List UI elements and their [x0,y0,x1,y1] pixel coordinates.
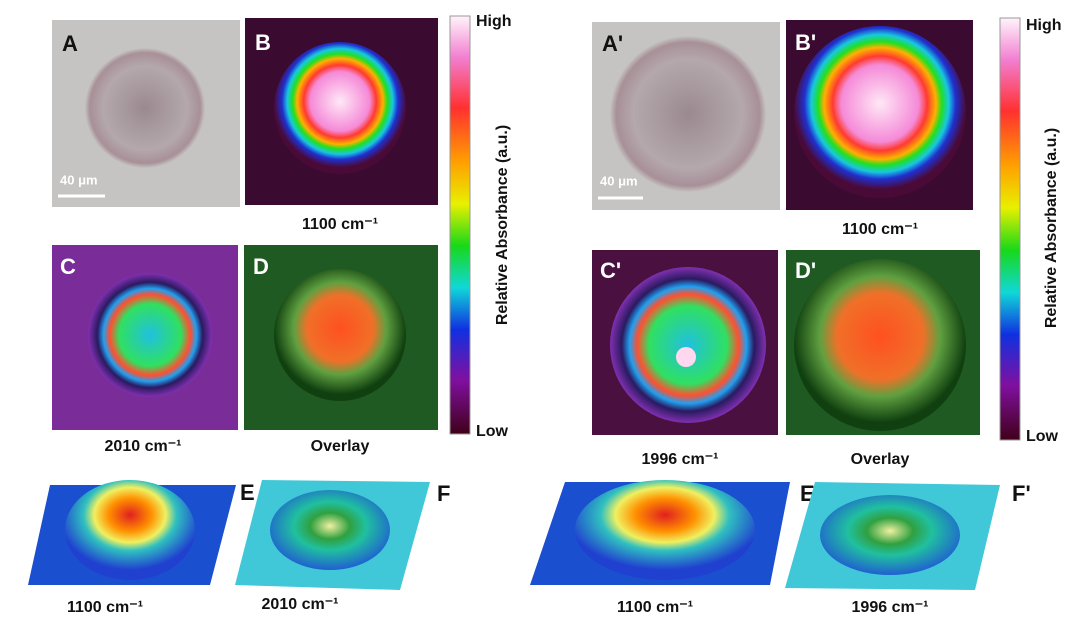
panel-label: E [240,480,255,505]
panel-label: D [253,254,269,279]
colorbar-high: High [476,13,512,30]
caption: 1100 cm⁻¹ [617,599,693,616]
caption: 1100 cm⁻¹ [842,221,918,238]
colorbar [450,16,470,434]
surface [65,480,195,580]
cell [85,48,205,168]
panel-label: A' [602,31,623,56]
colorbar-title: Relative Absorbance (a.u.) [494,125,511,325]
heatmap [610,267,766,423]
hotspot [676,347,696,367]
panel-label: B' [795,30,816,55]
scale-bar-label: 40 μm [600,173,638,188]
panel-label: F' [1012,481,1031,506]
colorbar-low: Low [476,423,509,440]
colorbar-low: Low [1026,428,1059,445]
surface [270,490,390,570]
caption: 1100 cm⁻¹ [67,599,143,616]
heatmap [794,26,966,198]
caption: Overlay [311,438,370,455]
caption: Overlay [851,451,910,468]
panel-label: B [255,30,271,55]
panel-label: D' [795,258,816,283]
overlay [274,269,406,401]
colorbar [1000,18,1020,440]
heatmap [88,273,212,397]
surface [820,495,960,575]
caption: 1100 cm⁻¹ [302,216,378,233]
colorbar-high: High [1026,17,1062,34]
overlay [794,259,966,431]
caption: 1996 cm⁻¹ [852,599,929,616]
panel-label: F [437,481,450,506]
caption: 2010 cm⁻¹ [262,596,339,613]
caption: 2010 cm⁻¹ [105,438,182,455]
cell [610,36,766,192]
scale-bar-label: 40 μm [60,172,98,187]
figure: 40 μm A B 1100 cm⁻¹ C 2010 cm⁻¹ D Overla… [0,0,1066,619]
panel-label: C' [600,258,621,283]
page: 40 μm A B 1100 cm⁻¹ C 2010 cm⁻¹ D Overla… [0,0,1066,619]
heatmap [274,42,406,174]
panel-label: A [62,31,78,56]
caption: 1996 cm⁻¹ [642,451,719,468]
colorbar-title: Relative Absorbance (a.u.) [1043,128,1060,328]
panel-label: C [60,254,76,279]
surface [575,480,755,580]
